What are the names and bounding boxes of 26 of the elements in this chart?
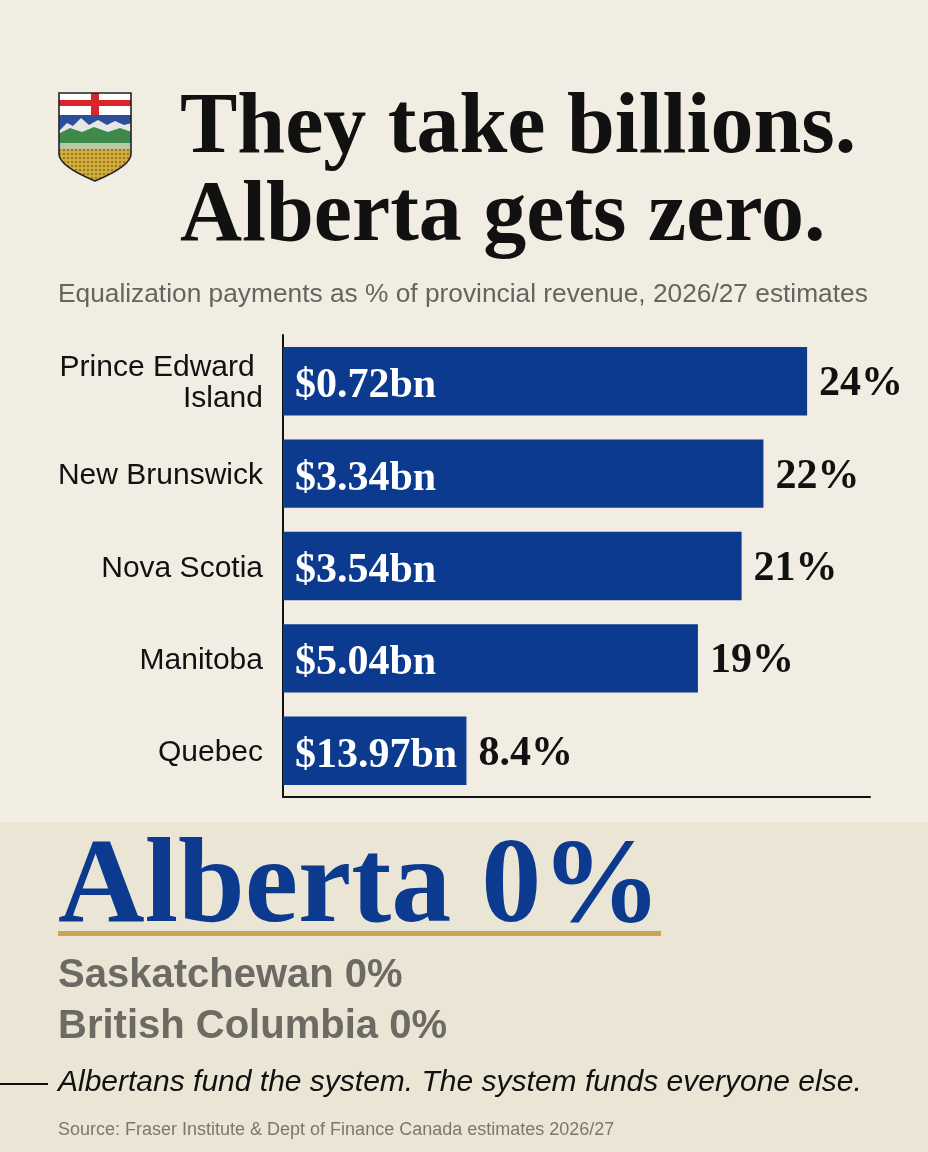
y-tick-label: Prince Edward Island [59, 349, 263, 414]
annotation: $5.04bn [295, 637, 437, 684]
source-note: Source: Fraser Institute & Dept of Finance Canada estimates 2026/27 [58, 1119, 615, 1139]
bar [283, 439, 764, 508]
chart-title: They take billions. Alberta gets zero. [180, 75, 858, 259]
y-tick-label: Quebec [157, 734, 263, 768]
text: Saskatchewan 0% [58, 951, 403, 995]
chart-subtitle: Equalization payments as % of provincial revenue, 2026/27 estimates [58, 278, 868, 308]
y-tick-label: Manitoba [139, 641, 264, 675]
y-tick-label: New Brunswick [57, 457, 264, 491]
data-label: 19% [709, 635, 794, 682]
bar [283, 624, 698, 693]
annotation: $3.34bn [295, 452, 437, 499]
annotation: $0.72bn [295, 360, 437, 407]
data-label: 8.4% [478, 727, 573, 774]
data-label: 24% [819, 358, 904, 405]
annotation: $3.54bn [295, 545, 437, 591]
data-label: 21% [753, 543, 838, 589]
text: Alberta 0% [58, 814, 662, 947]
text: Albertans fund the system. The system funds everyone else. [58, 1064, 862, 1097]
data-label: 22% [775, 450, 860, 497]
annotation: $13.97bn [295, 729, 458, 776]
text: British Columbia 0% [58, 1002, 447, 1046]
bar [283, 347, 808, 416]
y-tick-label: Nova Scotia [101, 549, 264, 583]
bar [283, 531, 742, 601]
